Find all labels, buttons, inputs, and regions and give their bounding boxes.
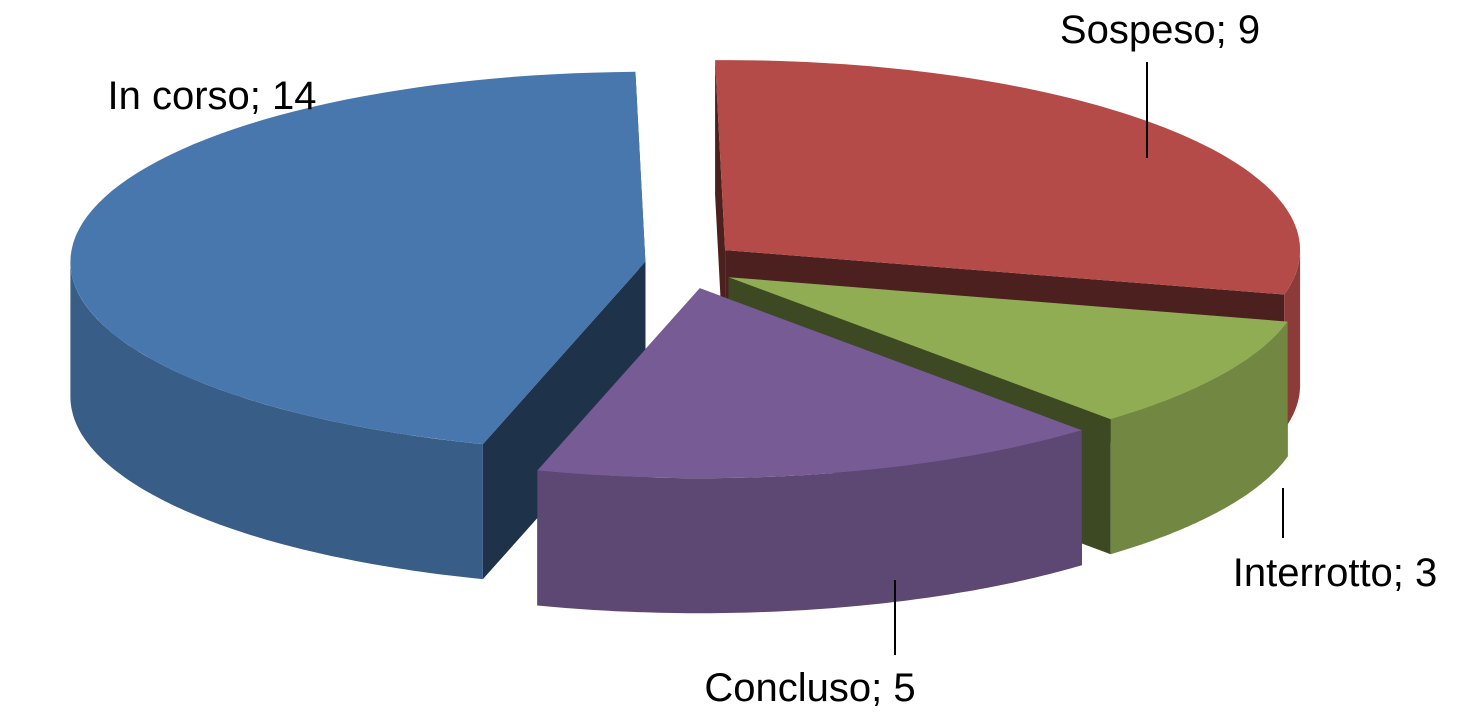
label-category: In corso	[107, 74, 249, 118]
slice-top	[70, 71, 646, 445]
label-value: 5	[893, 666, 915, 710]
label-value: 9	[1238, 8, 1260, 52]
label-separator: ;	[250, 74, 272, 118]
label-category: Concluso	[704, 666, 871, 710]
data-label: Interrotto; 3	[1233, 551, 1438, 595]
label-separator: ;	[1216, 8, 1238, 52]
slice-side	[1284, 250, 1301, 430]
label-separator: ;	[871, 666, 893, 710]
label-category: Sospeso	[1060, 8, 1216, 52]
slice-side	[537, 430, 1082, 614]
data-label: Concluso; 5	[704, 666, 915, 710]
data-label: Sospeso; 9	[1060, 8, 1260, 52]
slice-top	[715, 60, 1301, 295]
label-value: 3	[1415, 551, 1437, 595]
data-label: In corso; 14	[107, 74, 316, 118]
slice-top	[728, 277, 1288, 420]
slice	[70, 71, 646, 580]
slice-cut-face	[482, 261, 646, 580]
slice	[537, 288, 1082, 614]
label-value: 14	[272, 74, 317, 118]
slice-side	[70, 261, 483, 580]
slice-side	[1110, 321, 1288, 555]
label-separator: ;	[1393, 551, 1415, 595]
slice-top	[537, 288, 1082, 479]
label-category: Interrotto	[1233, 551, 1393, 595]
